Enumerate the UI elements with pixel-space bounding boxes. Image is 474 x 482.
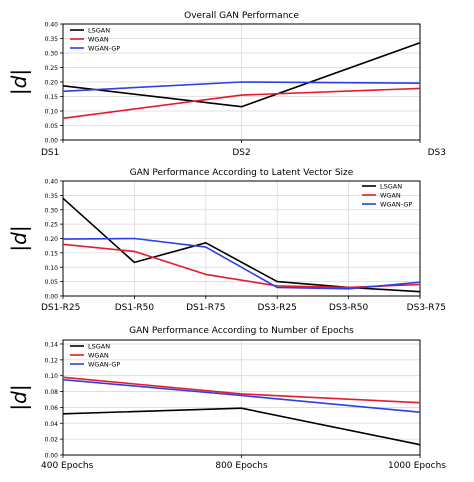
y-tick-label: 0.20 — [45, 236, 59, 243]
y-tick-label: 0.14 — [45, 341, 59, 348]
y-tick-label: 0.06 — [45, 405, 59, 412]
y-tick-label: 0.25 — [45, 222, 59, 229]
chart-title: GAN Performance According to Latent Vect… — [130, 168, 354, 178]
legend-label: WGAN — [380, 192, 401, 200]
y-tick-label: 0.00 — [45, 294, 59, 301]
series-line-lsgan — [62, 42, 421, 108]
legend-label: LSGAN — [380, 183, 402, 191]
y-tick-label: 0.00 — [45, 453, 59, 460]
x-tick-label: DS1-R50 — [115, 303, 155, 313]
y-tick-label: 0.04 — [45, 421, 59, 428]
x-tick-label: 1000 Epochs — [388, 461, 446, 471]
y-tick-label: 0.35 — [45, 36, 59, 43]
y-axis-label: |d| — [7, 384, 31, 410]
x-tick-label: DS1 — [41, 148, 59, 158]
y-tick-label: 0.30 — [45, 51, 59, 58]
series-line-lsgan — [62, 197, 421, 293]
chart-title: Overall GAN Performance — [184, 11, 299, 21]
series-line-wgan — [62, 87, 421, 120]
x-tick-label: DS3-R50 — [329, 303, 369, 313]
chart-2: 0.00 0.05 0.10 0.15 0.20 0.25 0.30 0.35 0.40 DS1-… — [7, 168, 446, 313]
y-tick-label: 0.40 — [45, 179, 59, 186]
y-tick-label: 0.10 — [45, 373, 59, 380]
chart-1: 0.00 0.05 0.10 0.15 0.20 0.25 0.30 0.35 0.40 DS1 D… — [7, 11, 446, 158]
y-tick-label: 0.00 — [45, 138, 59, 145]
x-tick-label: DS1-R75 — [186, 303, 225, 313]
y-tick-label: 0.05 — [45, 123, 59, 130]
series-line-lsgan — [62, 407, 421, 446]
chart-3: 0.00 0.02 0.04 0.06 0.08 0.10 0.12 0.14 400 Epoc… — [7, 326, 446, 471]
y-tick-label: 0.20 — [45, 80, 59, 87]
legend-label: WGAN-GP — [88, 45, 120, 53]
series-line-wgan-gp — [62, 81, 421, 93]
series-line-wgan-gp — [62, 237, 421, 290]
y-tick-label: 0.12 — [45, 357, 59, 364]
y-tick-label: 0.08 — [45, 389, 59, 396]
y-tick-label: 0.10 — [45, 265, 59, 272]
legend-label: LSGAN — [88, 27, 110, 35]
x-tick-label: DS3 — [428, 148, 446, 158]
y-tick-label: 0.40 — [45, 22, 59, 29]
y-tick-label: 0.02 — [45, 437, 59, 444]
legend-label: WGAN-GP — [88, 361, 120, 369]
y-tick-label: 0.15 — [45, 94, 59, 101]
y-tick-label: 0.25 — [45, 65, 59, 72]
y-axis-label: |d| — [7, 69, 31, 95]
legend-label: WGAN — [88, 352, 109, 360]
y-tick-label: 0.15 — [45, 250, 59, 257]
x-tick-label: DS2 — [232, 148, 250, 158]
y-tick-label: 0.30 — [45, 207, 59, 214]
legend-label: LSGAN — [88, 343, 110, 351]
legend-label: WGAN — [88, 36, 109, 44]
chart-title: GAN Performance According to Number of E… — [129, 326, 354, 336]
series-line-wgan — [62, 243, 421, 289]
y-axis-label: |d| — [7, 225, 31, 251]
x-tick-label: DS1-R25 — [41, 303, 80, 313]
x-tick-label: 400 Epochs — [41, 461, 94, 471]
series-line-wgan — [62, 376, 421, 404]
y-tick-label: 0.10 — [45, 109, 59, 116]
y-tick-label: 0.35 — [45, 193, 59, 200]
y-tick-label: 0.05 — [45, 279, 59, 286]
legend-label: WGAN-GP — [380, 201, 412, 209]
x-tick-label: DS3-R75 — [407, 303, 446, 313]
series-line-wgan-gp — [62, 378, 421, 413]
x-tick-label: DS3-R25 — [258, 303, 297, 313]
x-tick-label: 800 Epochs — [215, 461, 268, 471]
